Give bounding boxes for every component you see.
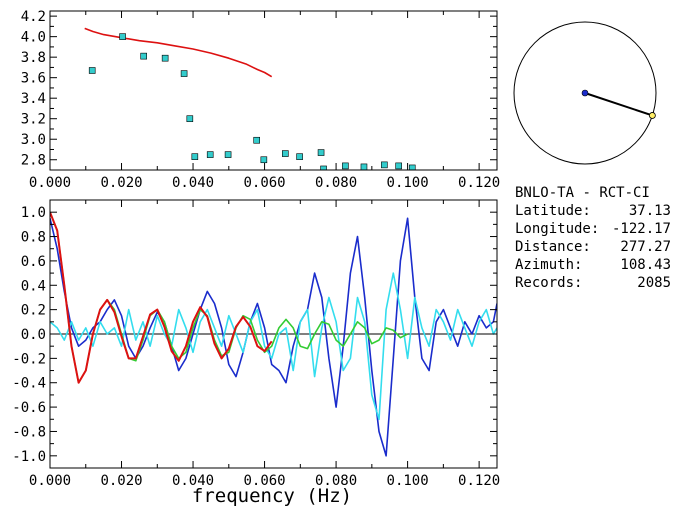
source-dot: [648, 112, 656, 119]
info-latitude: Latitude: 37.13: [515, 202, 671, 220]
y-tick-label: 0.8: [21, 230, 46, 246]
data-point: [180, 70, 188, 77]
info-value: 108.43: [620, 257, 671, 273]
data-point: [296, 153, 303, 160]
x-tick-label: 0.000: [29, 175, 71, 191]
plot-area: [84, 27, 416, 170]
series-line: [50, 211, 273, 384]
data-point: [260, 156, 268, 164]
data-point: [317, 149, 325, 156]
x-tick-label: 0.100: [387, 473, 429, 489]
data-point: [186, 115, 194, 123]
y-tick-label: 1.0: [21, 205, 46, 221]
y-tick-label: 3.8: [21, 50, 46, 66]
x-tick-label: 0.020: [100, 175, 142, 191]
data-point: [140, 52, 147, 60]
station-separator: -: [582, 185, 591, 201]
dispersion-panel: 0.000 0.020 0.040 0.060 0.080 0.100 0.120 2.8 3.…: [21, 9, 500, 191]
x-tick-label: 0.080: [315, 175, 357, 191]
series-line: [50, 211, 408, 384]
y-tick-label: -0.4: [12, 376, 46, 392]
y-tick-label: 0.0: [21, 327, 46, 343]
y-tick-label: 0.2: [21, 303, 46, 319]
series-line: [50, 217, 497, 457]
y-tick-label: 2.8: [21, 153, 46, 169]
info-distance: Distance: 277.27: [515, 238, 671, 256]
data-point: [224, 151, 232, 158]
x-tick-label: 0.100: [387, 175, 429, 191]
info-value: 37.13: [628, 203, 671, 219]
station-reference: RCT-CI: [599, 185, 650, 201]
data-point: [206, 151, 214, 158]
station-name: BNLO-TA: [515, 185, 575, 201]
compass-circle: [513, 21, 657, 165]
y-tick-label: -1.0: [12, 449, 46, 465]
y-tick-label: 3.2: [21, 112, 46, 128]
plot-area: [50, 211, 497, 457]
azimuth-compass: [513, 21, 657, 165]
y-tick-label: 0.4: [21, 278, 46, 294]
info-azimuth: Azimuth: 108.43: [515, 256, 671, 274]
info-label: Distance:: [515, 239, 591, 255]
y-tick-label: 0.6: [21, 254, 46, 270]
data-point: [408, 164, 416, 170]
x-tick-label: 0.040: [172, 473, 214, 489]
data-point: [253, 136, 260, 144]
x-tick-label: 0.020: [100, 473, 142, 489]
info-value: 2085: [637, 275, 671, 291]
data-point: [395, 162, 402, 170]
correlation-panel: 0.000 0.020 0.040 0.060 0.080 0.100 0.120 -1.0 -…: [12, 199, 500, 489]
series-line: [84, 27, 273, 78]
info-value: -122.17: [611, 221, 671, 237]
azimuth-line: [584, 92, 653, 117]
x-tick-label: 0.120: [458, 175, 500, 191]
y-tick-label: 4.0: [21, 30, 46, 46]
station-header: BNLO-TA - RCT-CI: [515, 184, 671, 202]
y-tick-label: -0.8: [12, 424, 46, 440]
y-tick-label: 3.0: [21, 132, 46, 148]
info-value: 277.27: [620, 239, 671, 255]
y-tick-label: 4.2: [21, 9, 46, 25]
x-tick-label: 0.000: [29, 473, 71, 489]
data-point: [161, 54, 169, 62]
data-point: [320, 165, 327, 170]
x-axis-label: frequency (Hz): [192, 485, 352, 507]
data-point: [191, 153, 199, 160]
station-dot: [581, 89, 589, 97]
data-point: [342, 162, 349, 170]
info-label: Longitude:: [515, 221, 600, 237]
axes-frame: [49, 10, 498, 171]
info-label: Records:: [515, 275, 583, 291]
data-point: [88, 67, 96, 74]
info-label: Latitude:: [515, 203, 591, 219]
data-point: [360, 163, 368, 170]
y-tick-label: 3.4: [21, 91, 46, 107]
info-records: Records: 2085: [515, 274, 671, 292]
station-info: BNLO-TA - RCT-CI Latitude: 37.13 Longitud…: [515, 184, 671, 292]
x-tick-label: 0.040: [172, 175, 214, 191]
y-tick-label: 3.6: [21, 71, 46, 87]
x-tick-label: 0.080: [315, 473, 357, 489]
x-tick-label: 0.120: [458, 473, 500, 489]
x-tick-label: 0.060: [243, 473, 285, 489]
data-point: [119, 33, 126, 40]
series-line: [50, 272, 497, 421]
x-tick-label: 0.060: [243, 175, 285, 191]
y-tick-label: -0.6: [12, 400, 46, 416]
data-point: [381, 161, 388, 169]
data-point: [282, 150, 289, 157]
y-tick-label: -0.2: [12, 351, 46, 367]
info-label: Azimuth:: [515, 257, 583, 273]
info-longitude: Longitude: -122.17: [515, 220, 671, 238]
